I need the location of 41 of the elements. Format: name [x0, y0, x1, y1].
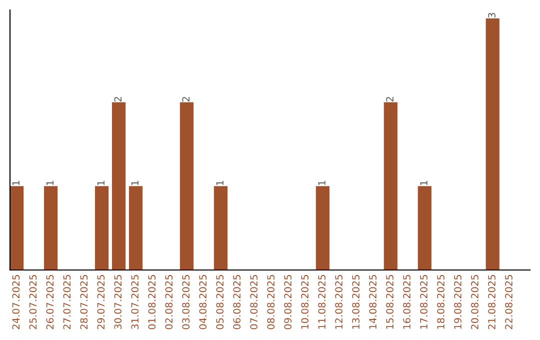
x-tick-label: 01.08.2025 [148, 275, 156, 330]
x-tick-label: 11.08.2025 [318, 275, 326, 329]
x-tick-label: 14.08.2025 [369, 275, 376, 329]
x-tick-label: 21.08.2025 [488, 275, 496, 330]
x-tick-label: 04.08.2025 [199, 275, 207, 330]
x-tick-label: 27.07.2025 [63, 275, 71, 330]
x-tick-label: 13.08.2025 [352, 275, 360, 329]
x-tick-label: 02.08.2025 [165, 275, 173, 330]
x-tick-label: 12.08.2025 [335, 275, 342, 329]
data-label: 2 [386, 97, 394, 102]
data-label: 1 [131, 180, 138, 186]
data-label: 1 [420, 180, 428, 186]
x-tick-label: 05.08.2025 [216, 275, 224, 330]
x-tick-label: 24.07.2025 [12, 275, 20, 330]
data-label: 2 [114, 97, 122, 102]
data-label: 3 [488, 12, 496, 18]
data-label: 1 [46, 180, 54, 186]
x-tick-label: 17.08.2025 [420, 275, 428, 329]
x-tick-label: 31.07.2025 [131, 275, 139, 330]
x-tick-label: 28.07.2025 [80, 275, 88, 330]
x-tick-label: 15.08.2025 [386, 275, 394, 329]
x-tick-label: 18.08.2025 [437, 275, 444, 329]
x-tick-label: 07.08.2025 [250, 275, 258, 330]
x-tick-label: 30.07.2025 [114, 275, 122, 330]
data-label: 2 [182, 97, 190, 102]
x-tick-label: 03.08.2025 [182, 275, 190, 330]
data-label: 1 [97, 180, 104, 186]
x-tick-label: 25.07.2025 [29, 275, 37, 330]
x-tick-label: 09.08.2025 [284, 275, 292, 330]
data-label: 1 [216, 180, 224, 186]
x-tick-label: 29.07.2025 [97, 275, 105, 330]
x-tick-label: 16.08.2025 [403, 275, 410, 329]
x-tick-label: 06.08.2025 [233, 275, 241, 330]
x-tick-label: 08.08.2025 [267, 275, 275, 330]
data-label: 1 [12, 180, 20, 186]
x-tick-label: 19.08.2025 [454, 275, 462, 329]
x-tick-label: 10.08.2025 [301, 275, 309, 329]
x-tick-label: 20.08.2025 [471, 275, 478, 330]
data-label: 1 [318, 180, 326, 186]
x-tick-label: 22.08.2025 [505, 275, 512, 330]
x-tick-label: 26.07.2025 [46, 275, 54, 330]
